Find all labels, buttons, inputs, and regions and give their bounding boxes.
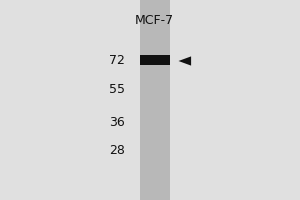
Text: 28: 28 [109,144,124,158]
Bar [140,0,169,200]
Polygon shape [178,56,191,66]
Text: 72: 72 [109,54,124,68]
Text: MCF-7: MCF-7 [135,14,174,27]
Bar [140,55,169,64]
Text: 36: 36 [109,116,124,130]
Text: 55: 55 [109,83,124,96]
